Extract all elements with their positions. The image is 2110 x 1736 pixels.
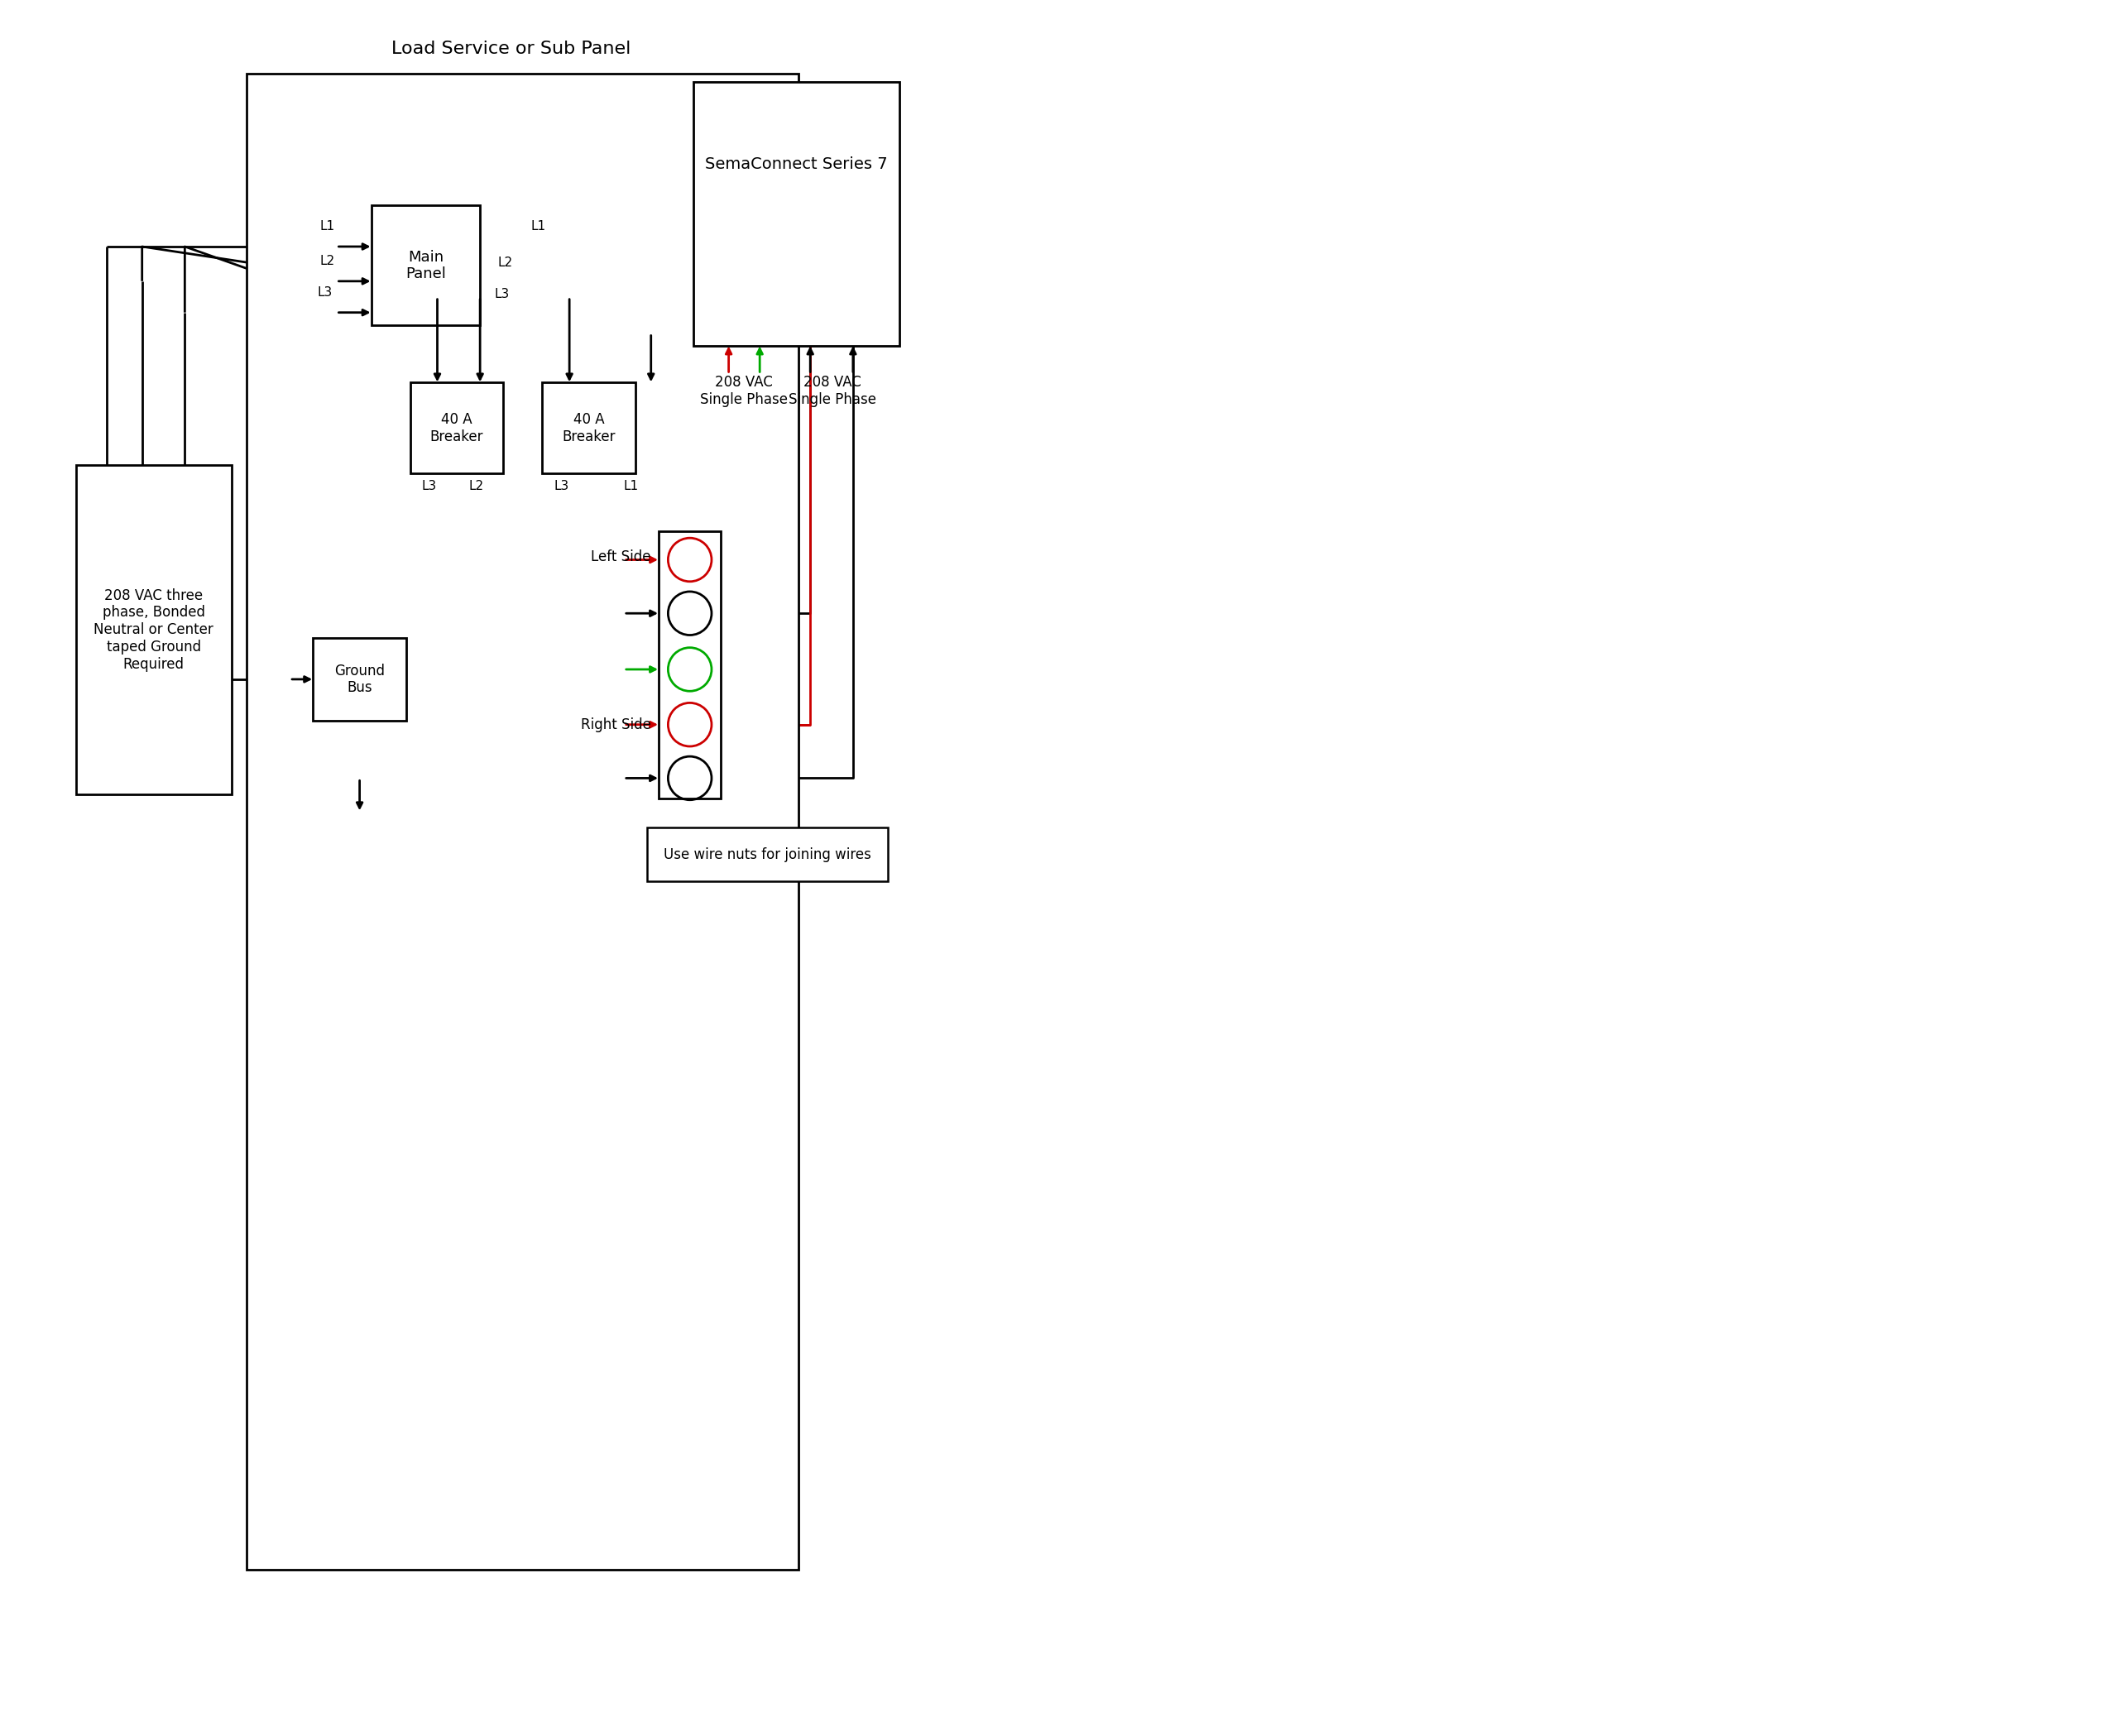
- Bar: [409, 382, 504, 474]
- Text: L3: L3: [316, 286, 333, 299]
- Text: Load Service or Sub Panel: Load Service or Sub Panel: [390, 40, 631, 57]
- Bar: [542, 382, 635, 474]
- Text: Main
Panel: Main Panel: [405, 250, 445, 281]
- Bar: [658, 531, 722, 799]
- Text: L2: L2: [498, 257, 513, 269]
- Text: L3: L3: [553, 479, 570, 493]
- Text: L2: L2: [321, 255, 335, 267]
- Bar: [371, 205, 481, 325]
- Text: Use wire nuts for joining wires: Use wire nuts for joining wires: [665, 847, 871, 863]
- Text: 40 A
Breaker: 40 A Breaker: [561, 411, 616, 444]
- Text: L3: L3: [422, 479, 437, 493]
- Bar: [312, 639, 407, 720]
- Text: L1: L1: [321, 220, 335, 233]
- Bar: [648, 828, 888, 882]
- Bar: [247, 73, 798, 1569]
- Text: Right Side: Right Side: [580, 717, 652, 733]
- Bar: [76, 465, 232, 795]
- Text: L2: L2: [468, 479, 483, 493]
- Bar: [694, 82, 899, 345]
- Text: 208 VAC
Single Phase: 208 VAC Single Phase: [701, 375, 787, 406]
- Text: L1: L1: [625, 479, 639, 493]
- Text: 40 A
Breaker: 40 A Breaker: [430, 411, 483, 444]
- Text: Ground
Bus: Ground Bus: [333, 663, 384, 696]
- Text: SemaConnect Series 7: SemaConnect Series 7: [705, 156, 888, 172]
- Text: L3: L3: [496, 288, 511, 300]
- Text: 208 VAC
Single Phase: 208 VAC Single Phase: [789, 375, 876, 406]
- Text: 208 VAC three
phase, Bonded
Neutral or Center
taped Ground
Required: 208 VAC three phase, Bonded Neutral or C…: [93, 589, 213, 672]
- Text: Left Side: Left Side: [591, 550, 652, 564]
- Text: L1: L1: [530, 220, 546, 233]
